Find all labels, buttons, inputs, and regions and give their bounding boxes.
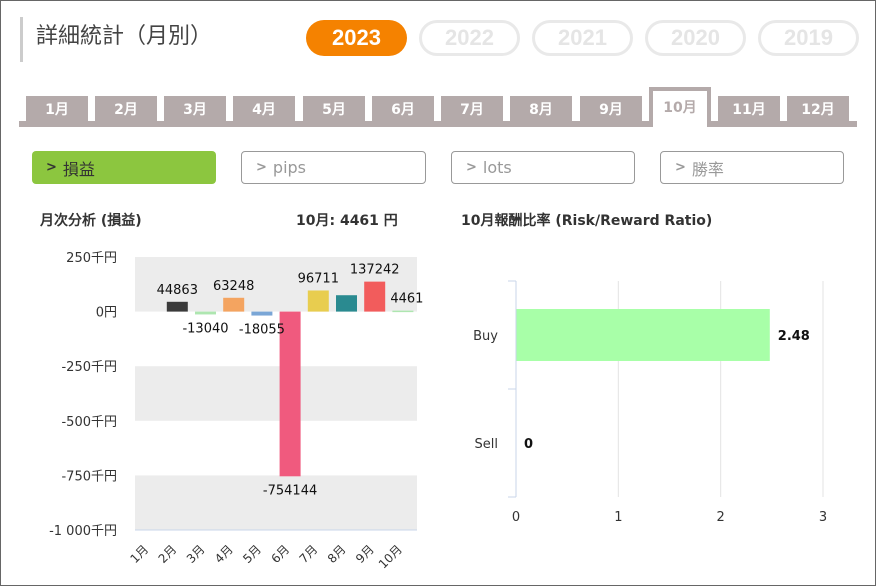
tab-month-6[interactable]: 6月 bbox=[372, 96, 434, 121]
chevron-right-icon: > bbox=[675, 160, 686, 175]
metric-button-lots[interactable]: > lots bbox=[451, 151, 635, 184]
data-label: -754144 bbox=[263, 483, 317, 498]
bar[interactable] bbox=[392, 310, 414, 313]
page-title-bar: 詳細統計（月別） bbox=[20, 17, 212, 62]
tab-month-1[interactable]: 1月 bbox=[26, 96, 88, 121]
monthly-summary: 10月: 4461 円 bbox=[296, 213, 398, 229]
tab-month-12[interactable]: 12月 bbox=[787, 96, 849, 121]
monthly-pnl-chart: 250千円 0円 -250千円 -500千円 -750千円 -1 000千円 44863 -… bbox=[49, 251, 423, 571]
metric-label: pips bbox=[272, 158, 306, 177]
x-tick-label: 1 bbox=[614, 510, 622, 525]
x-tick-label: 5月 bbox=[240, 542, 264, 566]
risk-reward-chart: 0 1 2 3 Buy 2.48 Sell 0 bbox=[473, 280, 827, 525]
data-label: -18055 bbox=[239, 323, 285, 338]
y-tick-label: 0円 bbox=[96, 306, 117, 321]
year-button-2023[interactable]: 2023 bbox=[306, 20, 407, 56]
y-tick-label: -500千円 bbox=[61, 415, 117, 430]
y-tick-label: 250千円 bbox=[66, 251, 117, 266]
chevron-right-icon: > bbox=[46, 160, 57, 175]
x-tick-label: 10月 bbox=[376, 542, 405, 571]
data-label: 2.48 bbox=[778, 329, 810, 344]
y-tick-label: -1 000千円 bbox=[49, 524, 117, 539]
year-button-2020[interactable]: 2020 bbox=[645, 20, 746, 56]
data-label: 63248 bbox=[213, 279, 254, 294]
grid-band bbox=[135, 475, 417, 530]
x-tick-label: 4月 bbox=[212, 542, 236, 566]
y-tick-label: Sell bbox=[475, 437, 498, 452]
bar[interactable] bbox=[223, 297, 245, 312]
x-tick-label: 2 bbox=[717, 510, 725, 525]
ratio-chart-title: 10月報酬比率 (Risk/Reward Ratio) bbox=[461, 213, 713, 229]
bar[interactable] bbox=[516, 309, 770, 361]
metric-label: 勝率 bbox=[691, 159, 724, 179]
tab-month-8[interactable]: 8月 bbox=[510, 96, 572, 121]
metric-label: 損益 bbox=[62, 159, 95, 179]
month-tabs-baseline bbox=[19, 121, 857, 127]
tab-month-10[interactable]: 10月 bbox=[649, 87, 711, 127]
x-tick-label: 7月 bbox=[297, 542, 321, 566]
chevron-right-icon: > bbox=[256, 160, 267, 175]
metric-button-pips[interactable]: > pips bbox=[241, 151, 426, 184]
x-tick-label: 0 bbox=[512, 510, 520, 525]
tab-month-11[interactable]: 11月 bbox=[718, 96, 780, 121]
metric-button-pnl[interactable]: > 損益 bbox=[32, 151, 216, 184]
tab-month-9[interactable]: 9月 bbox=[580, 96, 642, 121]
chevron-right-icon: > bbox=[466, 160, 477, 175]
data-label: 96711 bbox=[298, 271, 339, 286]
tab-month-2[interactable]: 2月 bbox=[95, 96, 157, 121]
x-tick-label: 8月 bbox=[325, 542, 349, 566]
data-label: 4461 bbox=[390, 292, 423, 307]
x-tick-label: 6月 bbox=[268, 542, 292, 566]
year-button-2019[interactable]: 2019 bbox=[758, 20, 859, 56]
metric-label: lots bbox=[482, 158, 512, 177]
x-tick-label: 3 bbox=[819, 510, 827, 525]
year-button-2021[interactable]: 2021 bbox=[532, 20, 633, 56]
y-tick-label: Buy bbox=[473, 329, 498, 344]
data-label: 0 bbox=[524, 437, 533, 452]
year-selector: 2023 2022 2021 2020 2019 bbox=[306, 20, 859, 56]
x-tick-label: 2月 bbox=[156, 542, 180, 566]
bar[interactable] bbox=[307, 290, 329, 312]
tab-month-7[interactable]: 7月 bbox=[441, 96, 503, 121]
tab-month-3[interactable]: 3月 bbox=[164, 96, 226, 121]
year-button-2022[interactable]: 2022 bbox=[419, 20, 520, 56]
x-tick-label: 1月 bbox=[127, 542, 151, 566]
bar[interactable] bbox=[195, 311, 216, 315]
y-tick-label: -750千円 bbox=[61, 469, 117, 484]
monthly-chart-title: 月次分析 (損益) bbox=[40, 213, 142, 229]
tab-month-5[interactable]: 5月 bbox=[303, 96, 365, 121]
tab-month-4[interactable]: 4月 bbox=[233, 96, 295, 121]
bar[interactable] bbox=[279, 311, 301, 477]
y-tick-label: -250千円 bbox=[61, 360, 117, 375]
bar[interactable] bbox=[251, 311, 273, 316]
metric-button-winrate[interactable]: > 勝率 bbox=[660, 151, 844, 184]
month-tabs: 1月 2月 3月 4月 5月 6月 7月 8月 9月 10月 11月 12月 bbox=[19, 87, 857, 127]
x-tick-label: 9月 bbox=[353, 542, 377, 566]
data-label: 44863 bbox=[157, 283, 198, 298]
bar[interactable] bbox=[336, 295, 357, 312]
data-label: -13040 bbox=[182, 321, 228, 336]
page-title: 詳細統計（月別） bbox=[36, 24, 213, 49]
x-tick-label: 3月 bbox=[184, 542, 208, 566]
bar[interactable] bbox=[166, 301, 188, 312]
data-label: 137242 bbox=[350, 263, 400, 278]
grid-band bbox=[135, 366, 417, 421]
bar[interactable] bbox=[364, 281, 386, 312]
